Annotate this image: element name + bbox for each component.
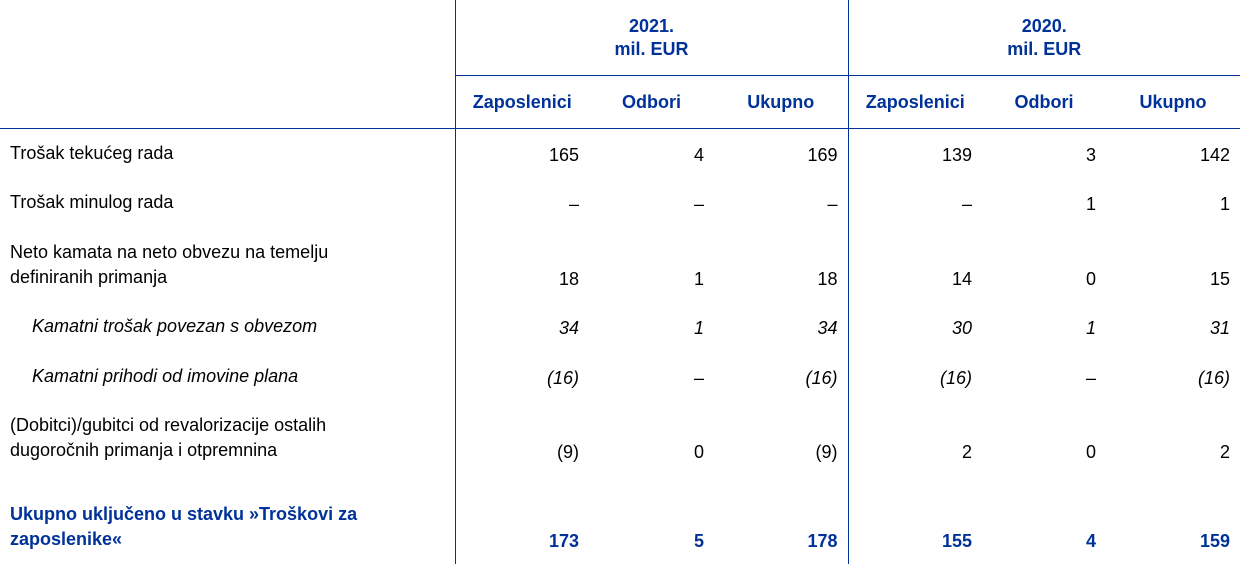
cell-value: (9) (815, 442, 838, 462)
row-label: Neto kamata na neto obvezu na temelju de… (0, 226, 455, 301)
row-label: Trošak tekućeg rada (10, 143, 174, 163)
table-row: Trošak minulog rada – – – – 1 1 (0, 177, 1240, 226)
row-label: Ukupno uključeno u stavku »Troškovi za z… (0, 474, 455, 564)
cell-value: 0 (693, 442, 704, 462)
cell-value: – (693, 368, 704, 388)
cell-value: 5 (693, 531, 704, 551)
cell-value: 178 (807, 531, 838, 551)
cell-value: 165 (454, 128, 589, 177)
cell-value: 14 (847, 226, 983, 301)
cell-value: 2 (847, 400, 983, 474)
cell-value: – (1086, 368, 1097, 388)
row-label-line: zaposlenike« (10, 529, 123, 549)
cell-value: 0 (1086, 269, 1097, 289)
cell-value: 169 (807, 145, 838, 165)
cell-value: 139 (847, 128, 983, 177)
row-label: Kamatni prihodi od imovine plana (32, 366, 299, 386)
cell-value: – (847, 177, 983, 226)
cell-value: 155 (847, 474, 983, 564)
cell-value: 18 (454, 226, 589, 301)
table-row: Kamatni trošak povezan s obvezom 34 1 34… (0, 301, 1240, 350)
row-label-line: Neto kamata na neto obvezu na temelju (10, 242, 329, 262)
year-header-row: 2021. mil. EUR 2020. mil. EUR (0, 0, 1240, 76)
column-header-odbori: Odbori (589, 75, 714, 129)
header-empty-cell (0, 0, 455, 76)
total-row: Ukupno uključeno u stavku »Troškovi za z… (0, 474, 1240, 564)
cell-value: 3 (1086, 145, 1097, 165)
year-label: 2020. (1021, 15, 1067, 36)
table-row: Neto kamata na neto obvezu na temelju de… (0, 226, 1240, 301)
row-label-line: (Dobitci)/gubitci od revalorizacije osta… (10, 415, 327, 435)
cell-value: 34 (454, 301, 589, 350)
cell-value: (16) (454, 350, 589, 400)
year-group-2020: 2020. mil. EUR (847, 0, 1240, 76)
row-label-line: Ukupno uključeno u stavku »Troškovi za (10, 504, 358, 524)
cell-value: 30 (847, 301, 983, 350)
column-header-ukupno: Ukupno (714, 75, 849, 129)
cell-value: 1 (1086, 194, 1097, 214)
cell-value: (16) (1198, 368, 1231, 388)
cell-value: 173 (454, 474, 589, 564)
column-header-row: Zaposlenici Odbori Ukupno Zaposlenici Od… (0, 75, 1240, 129)
cell-value: (16) (805, 368, 838, 388)
cell-value: 4 (693, 145, 704, 165)
column-header-odbori: Odbori (982, 75, 1107, 129)
cell-value: 1 (693, 318, 704, 338)
unit-label: mil. EUR (614, 38, 689, 59)
column-header-zaposlenici: Zaposlenici (847, 75, 983, 129)
cell-value: – (693, 194, 704, 214)
row-label: Trošak minulog rada (10, 192, 174, 212)
cell-value: 4 (1086, 531, 1097, 551)
row-label: (Dobitci)/gubitci od revalorizacije osta… (0, 400, 455, 474)
column-header-ukupno: Ukupno (1106, 75, 1240, 129)
cell-value: 159 (1200, 531, 1231, 551)
year-group-2021: 2021. mil. EUR (454, 0, 849, 76)
cell-value: 1 (1086, 318, 1097, 338)
table-row: Kamatni prihodi od imovine plana (16) – … (0, 350, 1240, 400)
table-row: Trošak tekućeg rada 165 4 169 139 3 142 (0, 128, 1240, 177)
unit-label: mil. EUR (1007, 38, 1082, 59)
cell-value: 0 (1086, 442, 1097, 462)
cell-value: (16) (847, 350, 983, 400)
table-row: (Dobitci)/gubitci od revalorizacije osta… (0, 400, 1240, 474)
cell-value: 1 (693, 269, 704, 289)
row-label: Kamatni trošak povezan s obvezom (32, 316, 318, 336)
cell-value: 142 (1200, 145, 1231, 165)
cell-value: – (827, 194, 838, 214)
column-header-zaposlenici: Zaposlenici (454, 75, 589, 129)
cell-value: (9) (454, 400, 589, 474)
cell-value: 31 (1210, 318, 1231, 338)
cell-value: 1 (1220, 194, 1231, 214)
year-label: 2021. (628, 15, 675, 36)
row-label-line: dugoročnih primanja i otpremnina (10, 440, 278, 460)
cell-value: 34 (817, 318, 838, 338)
cell-value: – (454, 177, 589, 226)
cell-value: 18 (817, 269, 838, 289)
cell-value: 2 (1220, 442, 1231, 462)
row-label-line: definiranih primanja (10, 267, 168, 287)
header-empty-cell (0, 75, 455, 129)
cell-value: 15 (1210, 269, 1231, 289)
